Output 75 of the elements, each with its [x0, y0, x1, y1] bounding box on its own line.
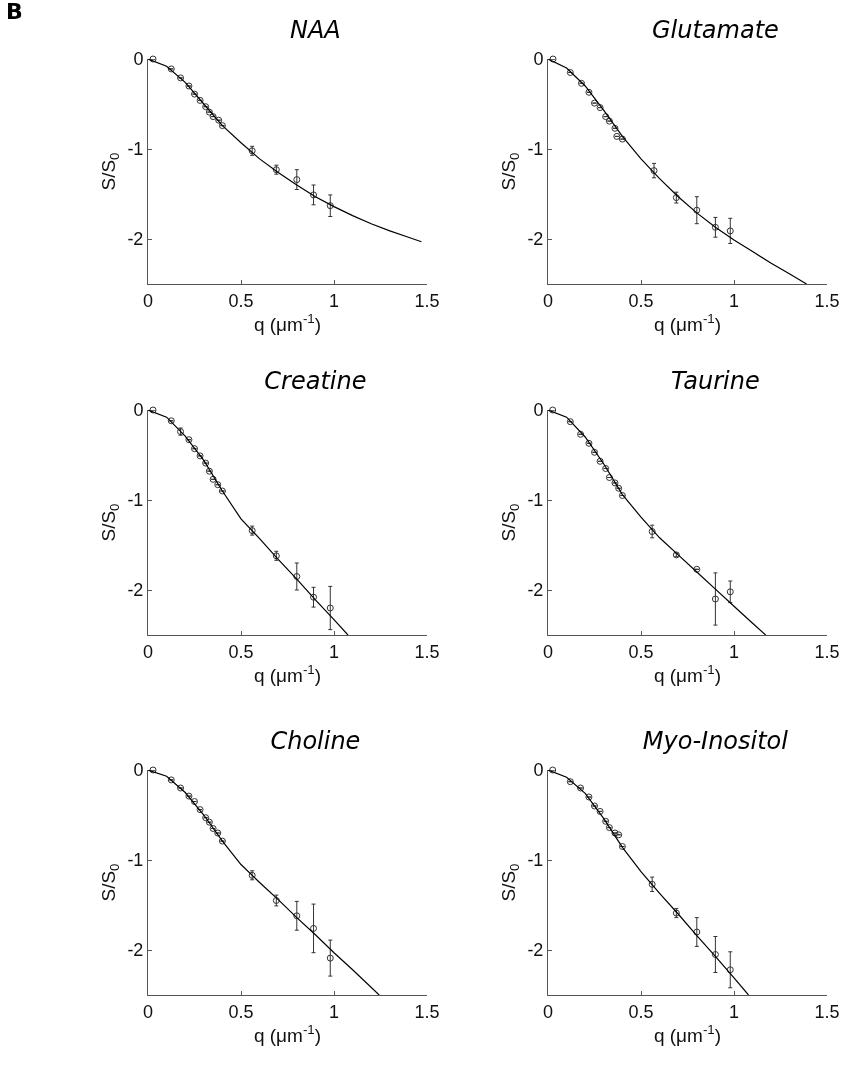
point	[726, 966, 734, 974]
x-tick-label: 0.5	[228, 641, 254, 662]
x-tick-label: 1.5	[414, 290, 440, 311]
x-tick-label: 1.5	[814, 290, 840, 311]
point	[549, 55, 557, 63]
point	[726, 227, 734, 235]
x-tick-label: 1.5	[414, 641, 440, 662]
x-tick-label: 1	[328, 1001, 340, 1022]
point	[711, 951, 719, 958]
y-tick-label: 0	[133, 49, 144, 70]
point	[693, 206, 701, 214]
x-tick-label: 0.5	[628, 290, 654, 311]
x-tick-label: 0.5	[228, 290, 254, 311]
chart-title: Myo-Inositol	[642, 726, 789, 755]
x-axis-title: q (μm$^{-1}$)	[653, 311, 722, 336]
point	[149, 406, 157, 414]
x-tick-label: 1	[728, 641, 740, 662]
y-tick-label: -2	[127, 580, 144, 601]
point	[293, 176, 301, 184]
y-tick-label: -1	[127, 139, 144, 160]
point	[293, 912, 301, 920]
y-tick-label: -2	[127, 229, 144, 250]
chart-title: NAA	[290, 15, 341, 44]
y-tick-label: -2	[127, 940, 144, 961]
y-tick-label: 0	[533, 760, 544, 781]
point	[149, 55, 157, 63]
chart-title: Taurine	[671, 366, 760, 395]
point	[693, 928, 701, 936]
x-axis-title: q (μm$^{-1}$)	[653, 662, 722, 687]
x-tick-label: 1.5	[414, 1001, 440, 1022]
x-tick-label: 1	[328, 641, 340, 662]
x-tick-label: 1.5	[814, 641, 840, 662]
point	[326, 202, 334, 210]
point	[293, 573, 301, 580]
x-axis-title: q (μm$^{-1}$)	[253, 1022, 322, 1047]
point	[711, 223, 719, 231]
text: B	[6, 0, 23, 24]
x-tick-label: 1	[728, 1001, 740, 1022]
point	[549, 766, 557, 774]
point	[711, 595, 719, 603]
point	[326, 604, 334, 612]
point	[310, 593, 318, 601]
y-tick-label: -1	[527, 850, 544, 871]
x-tick-label: 0.5	[628, 641, 654, 662]
x-tick-label: 1	[728, 290, 740, 311]
point	[326, 954, 334, 962]
x-tick-label: 1.5	[814, 1001, 840, 1022]
x-tick-label: 0.5	[228, 1001, 254, 1022]
point	[648, 880, 656, 888]
y-tick-label: -1	[527, 490, 544, 511]
chart-title: Glutamate	[651, 15, 779, 44]
point	[310, 191, 318, 199]
chart-title: Choline	[270, 726, 361, 755]
y-tick-label: -2	[527, 940, 544, 961]
point	[310, 924, 318, 932]
point	[650, 167, 658, 175]
x-axis-title: q (μm$^{-1}$)	[253, 311, 322, 336]
y-tick-label: -2	[527, 580, 544, 601]
y-tick-label: 0	[533, 400, 544, 421]
point	[549, 406, 557, 414]
chart-title: Creatine	[264, 366, 367, 395]
x-axis-title: q (μm$^{-1}$)	[653, 1022, 722, 1047]
x-axis-title: q (μm$^{-1}$)	[253, 662, 322, 687]
y-tick-label: -1	[127, 850, 144, 871]
x-tick-label: 1	[328, 290, 340, 311]
x-tick-label: 0.5	[628, 1001, 654, 1022]
point	[149, 766, 157, 774]
y-tick-label: -2	[527, 229, 544, 250]
y-tick-label: -1	[527, 139, 544, 160]
y-tick-label: 0	[133, 400, 144, 421]
point	[726, 588, 734, 596]
y-tick-label: 0	[533, 49, 544, 70]
point	[648, 528, 656, 535]
y-tick-label: 0	[133, 760, 144, 781]
y-tick-label: -1	[127, 490, 144, 511]
